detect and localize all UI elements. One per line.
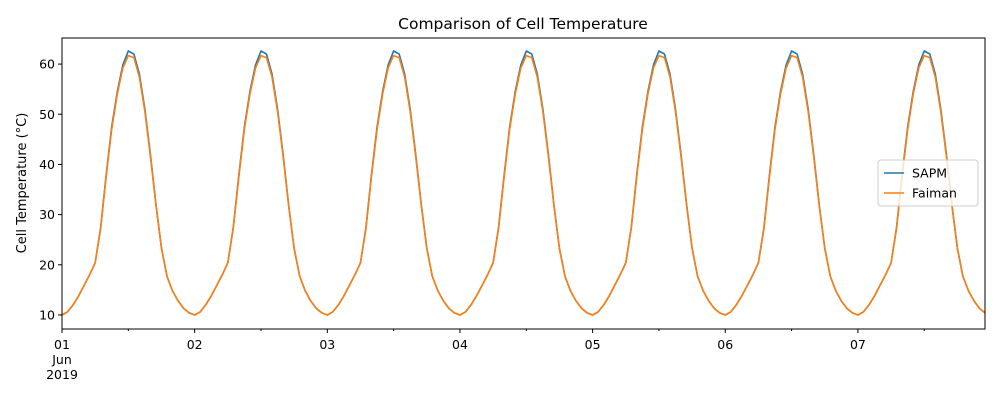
legend-box [877,159,979,207]
x-tick-label: 05 [585,337,601,352]
y-tick-label: 60 [39,57,55,72]
x-tick-label: 04 [452,337,468,352]
x-tick-label: 02 [187,337,203,352]
x-tick-label: 06 [717,337,733,352]
legend: SAPM Faiman [877,159,979,207]
x-tick-label: 07 [850,337,866,352]
y-tick-label: 50 [39,107,55,122]
x-tick-label: 03 [319,337,335,352]
y-tick-label: 10 [39,307,55,322]
y-tick-label: 40 [39,157,55,172]
y-tick-label: 20 [39,257,55,272]
series-line-faiman [61,54,986,316]
series-line-sapm [61,50,986,316]
y-axis-label: Cell Temperature (°C) [15,113,30,254]
legend-label: SAPM [912,166,947,181]
y-tick-label: 30 [39,207,55,222]
x-tick-label: 2019 [46,367,78,382]
x-tick-label: Jun [51,352,72,367]
plot-frame [61,37,986,330]
legend-label: Faiman [912,186,957,201]
x-tick-label: 01 [54,337,70,352]
chart-title: Comparison of Cell Temperature [398,15,648,33]
